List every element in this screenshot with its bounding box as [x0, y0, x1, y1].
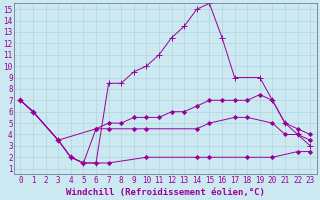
- X-axis label: Windchill (Refroidissement éolien,°C): Windchill (Refroidissement éolien,°C): [66, 188, 265, 197]
